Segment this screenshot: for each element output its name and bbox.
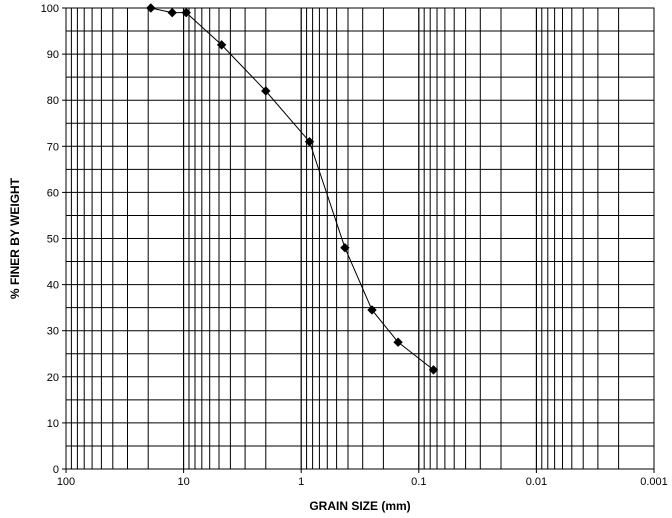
- x-tick-label: 0.001: [640, 476, 668, 488]
- data-point: [428, 365, 439, 375]
- y-tick-label: 70: [47, 141, 59, 153]
- series-line: [150, 7, 434, 371]
- y-tick-label: 30: [47, 326, 59, 338]
- data-point: [393, 337, 403, 347]
- x-tick-labels: 100 10 1 0.1 0.01 0.001: [57, 469, 668, 488]
- x-tick-label: 100: [57, 476, 75, 488]
- data-point: [304, 136, 315, 147]
- data-point: [340, 243, 350, 253]
- y-axis-label: % FINER BY WEIGHT: [8, 177, 22, 299]
- x-tick-label: 0.1: [411, 476, 426, 488]
- data-point: [367, 305, 377, 315]
- data-point: [181, 7, 191, 18]
- y-tick-label: 60: [47, 187, 59, 199]
- y-tick-label: 100: [41, 3, 59, 15]
- x-axis-label: GRAIN SIZE (mm): [309, 499, 410, 513]
- data-point: [261, 86, 271, 96]
- y-tick-labels: 0 10 20 30 40 50 60 70 80 90 100: [41, 3, 66, 476]
- y-tick-label: 20: [47, 372, 59, 384]
- y-tick-label: 10: [47, 418, 59, 430]
- y-tick-label: 0: [53, 464, 59, 476]
- y-tick-label: 50: [47, 234, 59, 246]
- x-tick-label: 1: [298, 476, 304, 488]
- y-tick-label: 90: [47, 49, 59, 61]
- grid: [65, 7, 655, 470]
- y-tick-label: 40: [47, 280, 59, 292]
- data-point: [167, 7, 177, 18]
- y-tick-label: 80: [47, 95, 59, 107]
- data-point: [146, 3, 156, 13]
- data-markers: [146, 3, 439, 375]
- x-tick-label: 10: [177, 476, 189, 488]
- x-tick-label: 0.01: [526, 476, 547, 488]
- data-point: [216, 40, 227, 50]
